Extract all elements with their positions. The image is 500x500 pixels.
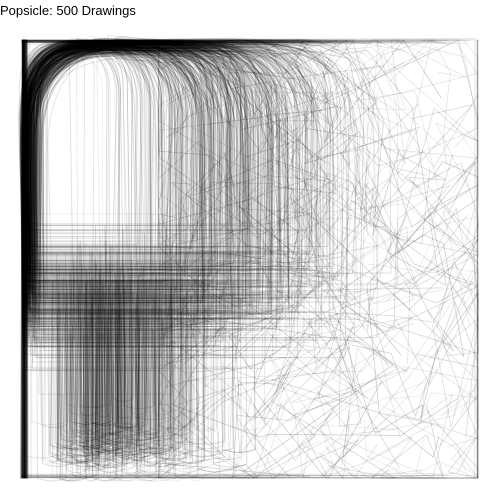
drawing-stroke xyxy=(417,354,478,446)
drawing-stroke xyxy=(416,440,477,478)
drawing-stroke xyxy=(299,424,478,478)
drawing-strokes xyxy=(18,35,478,481)
page-title: Popsicle: 500 Drawings xyxy=(0,3,136,18)
